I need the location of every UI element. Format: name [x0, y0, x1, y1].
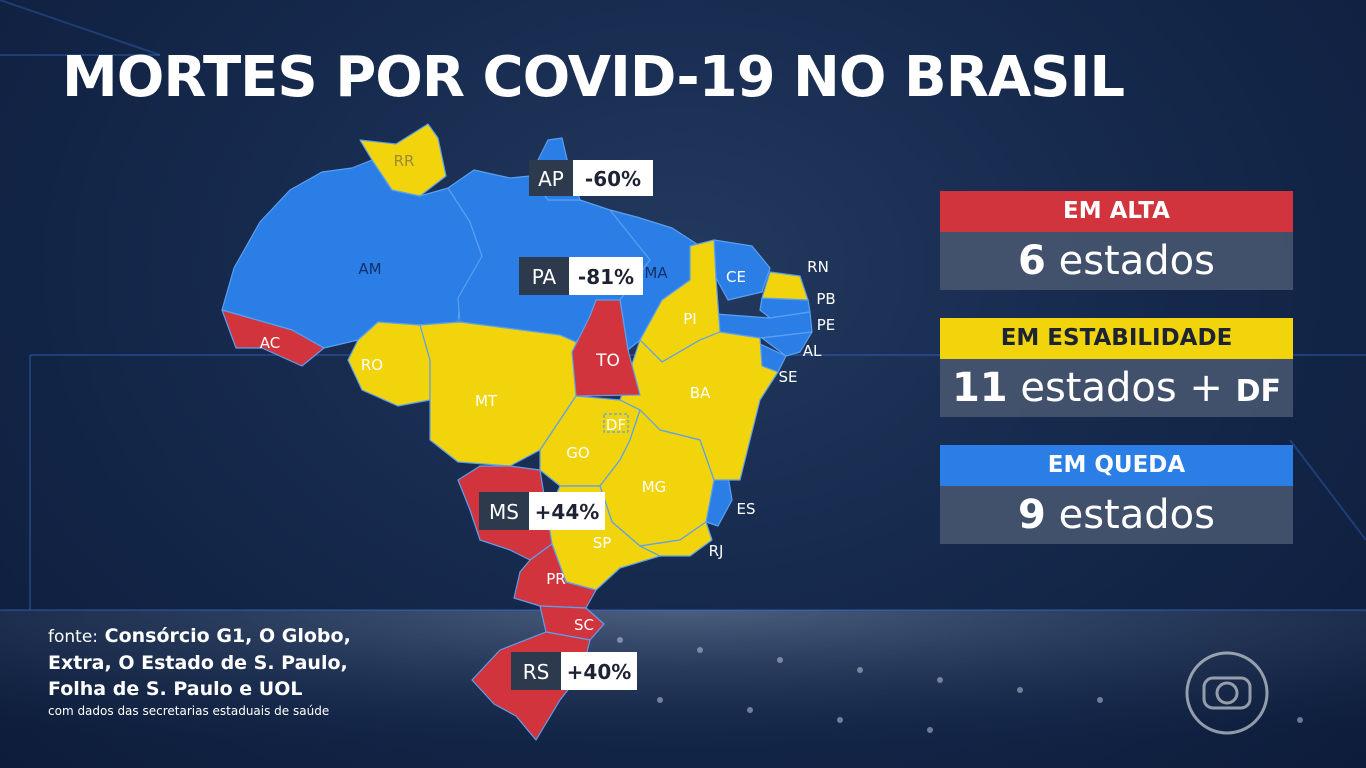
label-mt: MT	[475, 392, 498, 410]
label-sc: SC	[574, 616, 594, 634]
callout-ap-value: -60%	[585, 167, 641, 191]
globo-logo-icon	[1185, 651, 1269, 735]
label-rn: RN	[807, 258, 829, 276]
legend-em-estabilidade-unit: estados +	[1020, 365, 1223, 411]
label-ma: MA	[644, 264, 668, 282]
callout-ms: MS +44%	[479, 492, 605, 530]
label-ro: RO	[361, 356, 383, 374]
label-pb: PB	[816, 290, 835, 308]
label-es: ES	[737, 500, 756, 518]
legend-em-estabilidade-label: EM ESTABILIDADE	[940, 318, 1293, 359]
legend-em-queda-unit: estados	[1058, 492, 1215, 538]
source-note: fonte: Consórcio G1, O Globo, Extra, O E…	[48, 623, 351, 720]
label-ba: BA	[690, 384, 711, 402]
legend-em-alta-value: 6 estados	[940, 232, 1293, 290]
legend-em-alta: EM ALTA 6 estados	[940, 191, 1293, 290]
source-line-2: Extra, O Estado de S. Paulo,	[48, 652, 348, 674]
label-se: SE	[779, 368, 798, 386]
label-pi: PI	[683, 310, 696, 328]
legend-em-queda-value: 9 estados	[940, 486, 1293, 544]
label-rr: RR	[394, 152, 415, 170]
state-to	[571, 299, 641, 397]
label-ce: CE	[726, 268, 746, 286]
legend-em-alta-count: 6	[1018, 238, 1046, 284]
label-df: DF	[606, 416, 626, 434]
source-label: fonte:	[48, 627, 99, 647]
label-al: AL	[803, 342, 822, 360]
legend-em-alta-label: EM ALTA	[940, 191, 1293, 232]
callout-rs-value: +40%	[567, 660, 632, 684]
label-rj: RJ	[709, 542, 724, 560]
legend-em-estabilidade-count: 11	[951, 365, 1008, 411]
label-pr: PR	[546, 570, 565, 588]
callout-ms-state: MS	[489, 500, 519, 524]
legend-em-queda-label: EM QUEDA	[940, 445, 1293, 486]
state-df	[603, 413, 629, 433]
state-am	[221, 159, 483, 349]
state-sc	[539, 605, 605, 641]
label-pe: PE	[817, 316, 836, 334]
label-go: GO	[566, 444, 589, 462]
state-al	[761, 331, 813, 357]
callout-rs: RS +40%	[511, 652, 637, 690]
page-title: MORTES POR COVID-19 NO BRASIL	[62, 45, 1125, 110]
legend-em-estabilidade-value: 11 estados + DF	[940, 359, 1293, 417]
legend-em-estabilidade: EM ESTABILIDADE 11 estados + DF	[940, 318, 1293, 417]
legend-em-alta-unit: estados	[1058, 238, 1215, 284]
callout-pa: PA -81%	[519, 257, 643, 295]
legend-em-queda: EM QUEDA 9 estados	[940, 445, 1293, 544]
state-rn	[761, 271, 809, 301]
state-ac	[221, 309, 325, 367]
legend-em-estabilidade-extra: DF	[1235, 374, 1282, 409]
label-ac: AC	[260, 334, 280, 352]
callout-rs-state: RS	[523, 660, 550, 684]
label-am: AM	[358, 260, 381, 278]
source-line-4: com dados das secretarias estaduais de s…	[48, 704, 330, 718]
callout-ap: AP -60%	[529, 160, 653, 196]
state-rr	[359, 123, 447, 197]
legend-em-queda-count: 9	[1018, 492, 1046, 538]
state-rj	[639, 521, 713, 557]
callout-pa-value: -81%	[578, 265, 634, 289]
source-line-3: Folha de S. Paulo e UOL	[48, 678, 303, 700]
callout-ap-state: AP	[538, 167, 564, 191]
callout-pa-state: PA	[532, 265, 557, 289]
callout-ms-value: +44%	[535, 500, 600, 524]
label-sp: SP	[593, 534, 612, 552]
label-mg: MG	[642, 478, 667, 496]
label-to: TO	[595, 351, 620, 371]
source-line-1: Consórcio G1, O Globo,	[104, 625, 351, 647]
